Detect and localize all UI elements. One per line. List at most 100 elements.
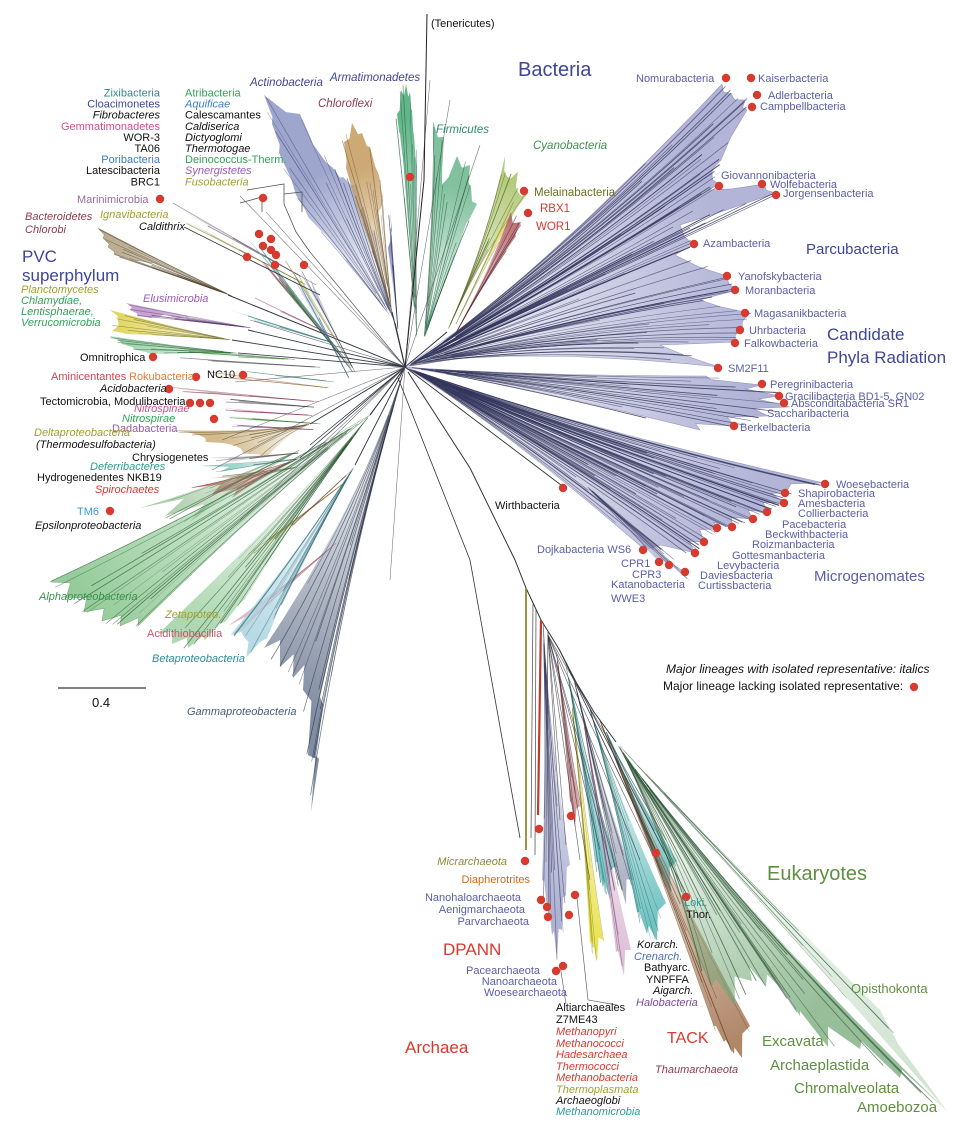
svg-text:Amesbacteria: Amesbacteria [798,498,866,510]
svg-text:Thermoplasmata: Thermoplasmata [556,1084,639,1096]
svg-text:(Thermodesulfobacteria): (Thermodesulfobacteria) [36,439,156,451]
svg-text:Pacebacteria: Pacebacteria [782,519,847,531]
svg-text:Falkowbacteria: Falkowbacteria [744,338,819,350]
svg-text:Azambacteria: Azambacteria [703,238,771,250]
svg-text:Bacteria: Bacteria [518,59,592,81]
svg-text:Chrysiogenetes: Chrysiogenetes [132,452,209,464]
svg-text:Archaeplastida: Archaeplastida [770,1057,870,1074]
svg-text:RBX1: RBX1 [540,203,570,215]
svg-text:Fibrobacteres: Fibrobacteres [93,110,161,122]
svg-text:Adlerbacteria: Adlerbacteria [768,90,834,102]
svg-text:Bathyarc.: Bathyarc. [644,962,690,974]
svg-text:(Tenericutes): (Tenericutes) [431,18,495,30]
svg-text:Curtissbacteria: Curtissbacteria [698,580,772,592]
svg-text:Elusimicrobia: Elusimicrobia [143,293,208,305]
svg-text:Epsilonproteobacteria: Epsilonproteobacteria [35,520,141,532]
svg-text:Thaumarchaeota: Thaumarchaeota [655,1064,738,1076]
svg-text:Roizmanbacteria: Roizmanbacteria [752,539,835,551]
svg-text:Major lineage lacking isolated: Major lineage lacking isolated represent… [663,679,903,693]
svg-text:Cloacimonetes: Cloacimonetes [87,99,160,111]
svg-text:Peregrinibacteria: Peregrinibacteria [770,379,854,391]
svg-text:Crenarch.: Crenarch. [634,951,682,963]
svg-text:Parvarchaeota: Parvarchaeota [457,916,529,928]
svg-text:Katanobacteria: Katanobacteria [611,579,686,591]
svg-text:Hydrogenedentes NKB19: Hydrogenedentes NKB19 [37,472,162,484]
svg-text:Major lineages with isolated r: Major lineages with isolated representat… [666,662,929,676]
svg-text:Dictyoglomi: Dictyoglomi [185,132,242,144]
svg-text:TACK: TACK [667,1030,709,1047]
svg-text:PVC: PVC [22,247,57,266]
svg-text:Bacteroidetes: Bacteroidetes [25,211,93,223]
svg-text:YNPFFA: YNPFFA [646,974,689,986]
svg-text:Archaeoglobi: Archaeoglobi [555,1095,621,1107]
svg-text:Poribacteria: Poribacteria [101,154,161,166]
svg-text:Collierbacteria: Collierbacteria [798,508,869,520]
svg-text:Phyla Radiation: Phyla Radiation [827,348,946,367]
svg-text:Pacearchaeota: Pacearchaeota [466,965,541,977]
svg-text:Methanobacteria: Methanobacteria [556,1072,638,1084]
svg-text:Marinimicrobia: Marinimicrobia [77,194,149,206]
svg-text:WOR-3: WOR-3 [123,132,160,144]
svg-text:TA06: TA06 [135,143,160,155]
svg-text:CPR1: CPR1 [621,558,650,570]
svg-text:Halobacteria: Halobacteria [636,997,698,1009]
svg-text:Magasanikbacteria: Magasanikbacteria [754,308,847,320]
svg-text:Absconditabacteria SR1: Absconditabacteria SR1 [791,398,909,410]
svg-text:Melainabacteria: Melainabacteria [534,187,616,199]
svg-text:Hadesarchaea: Hadesarchaea [556,1049,628,1061]
svg-text:Daviesbacteria: Daviesbacteria [700,570,774,582]
svg-text:Caldithrix: Caldithrix [139,221,185,233]
svg-text:Saccharibacteria: Saccharibacteria [767,408,850,420]
svg-text:Synergistetes: Synergistetes [185,165,252,177]
svg-text:Latescibacteria: Latescibacteria [86,165,161,177]
svg-text:NC10: NC10 [207,369,235,381]
svg-text:TM6: TM6 [77,506,99,518]
svg-text:Giovannonibacteria: Giovannonibacteria [721,170,817,182]
svg-text:Ignavibacteria: Ignavibacteria [100,209,169,221]
svg-text:Altiarchaeales: Altiarchaeales [556,1002,626,1014]
svg-text:BRC1: BRC1 [131,176,160,188]
svg-text:Chromalveolata: Chromalveolata [794,1080,900,1097]
svg-text:Armatimonadetes: Armatimonadetes [329,72,420,84]
svg-text:Korarch.: Korarch. [637,939,679,951]
svg-text:Nanoarchaeota: Nanoarchaeota [482,976,558,988]
svg-text:Methanococci: Methanococci [556,1038,624,1050]
svg-text:Acidobacteria: Acidobacteria [99,383,167,395]
svg-text:Chloroflexi: Chloroflexi [318,98,373,110]
svg-text:Methanomicrobia: Methanomicrobia [556,1106,640,1118]
svg-text:0.4: 0.4 [92,695,110,710]
svg-text:Omnitrophica: Omnitrophica [80,352,146,364]
svg-text:Spirochaetes: Spirochaetes [95,484,160,496]
svg-text:Rokubacteria: Rokubacteria [129,371,195,383]
svg-text:Amoebozoa: Amoebozoa [857,1099,938,1116]
svg-text:Zixibacteria: Zixibacteria [104,88,161,100]
svg-text:Methanopyri: Methanopyri [556,1026,617,1038]
svg-text:Calescamantes: Calescamantes [185,110,261,122]
svg-text:Kaiserbacteria: Kaiserbacteria [758,73,829,85]
svg-text:Shapirobacteria: Shapirobacteria [798,488,876,500]
svg-text:Chlamydiae,: Chlamydiae, [21,295,82,307]
svg-text:DPANN: DPANN [443,940,501,959]
svg-text:Verrucomicrobia: Verrucomicrobia [21,317,101,329]
svg-text:Chlorobi: Chlorobi [25,224,67,236]
svg-text:Gammaproteobacteria: Gammaproteobacteria [187,706,296,718]
svg-text:Atribacteria: Atribacteria [185,88,242,100]
svg-text:Archaea: Archaea [405,1038,469,1057]
svg-text:Levybacteria: Levybacteria [717,560,780,572]
svg-text:Loki.: Loki. [684,897,707,909]
svg-text:Gemmatimonadetes: Gemmatimonadetes [61,121,161,133]
svg-text:Cyanobacteria: Cyanobacteria [533,140,607,152]
svg-text:Thermotogae: Thermotogae [185,143,250,155]
svg-text:Opisthokonta: Opisthokonta [851,981,928,996]
svg-text:CPR3: CPR3 [632,569,661,581]
svg-text:Aigarch.: Aigarch. [652,985,693,997]
svg-text:Diapherotrites: Diapherotrites [462,874,531,886]
svg-text:superphylum: superphylum [22,266,119,285]
svg-text:Gracilibacteria BD1-5, GN02: Gracilibacteria BD1-5, GN02 [785,391,924,403]
svg-text:Campbellbacteria: Campbellbacteria [760,101,846,113]
svg-text:Nanohaloarchaeota: Nanohaloarchaeota [425,892,522,904]
svg-text:Deferribacteres: Deferribacteres [90,461,166,473]
svg-text:WOR1: WOR1 [536,221,571,233]
svg-text:Parcubacteria: Parcubacteria [806,241,899,258]
svg-text:Wolfebacteria: Wolfebacteria [770,179,838,191]
